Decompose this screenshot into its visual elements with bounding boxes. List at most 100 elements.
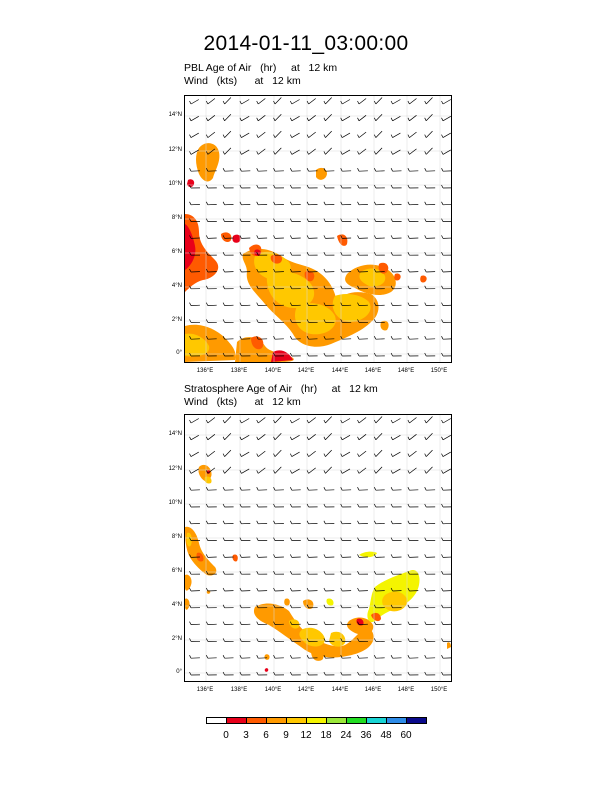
wind-barb-flag (273, 218, 276, 222)
wind-barb-flag (189, 470, 192, 474)
wind-barb (442, 115, 451, 122)
strat-lon-label-146e: 146°E (364, 687, 382, 693)
wind-barb-flag (306, 638, 309, 642)
wind-barb-flag (407, 218, 410, 222)
wind-barb-flag (357, 218, 360, 222)
wind-barb-flag (441, 571, 444, 575)
wind-barb-flag (441, 100, 444, 105)
wind-barb-flag (323, 604, 326, 608)
wind-barb (207, 434, 216, 441)
wind-barb-flag (340, 436, 343, 440)
wind-barb-flag (357, 201, 360, 205)
wind-barb (425, 97, 433, 105)
wind-barb-flag (373, 571, 377, 575)
wind-barb (342, 434, 351, 441)
wind-barb-flag (222, 352, 225, 357)
wind-barb-flag (390, 604, 393, 608)
wind-barb-flag (289, 100, 293, 105)
wind-barb (342, 115, 351, 122)
wind-barb-flag (273, 571, 276, 575)
wind-barb-flag (205, 201, 209, 205)
wind-barb-flag (306, 470, 309, 474)
wind-barb (241, 132, 250, 138)
wind-barb-flag (205, 268, 209, 273)
wind-barb-flag (306, 604, 309, 608)
wind-barb-flag (222, 319, 225, 323)
wind-barb-flag (205, 100, 209, 105)
wind-barb-flag (441, 487, 444, 491)
wind-barb-flag (256, 268, 259, 273)
wind-barb-flag (373, 235, 377, 239)
wind-barb-flag (256, 537, 259, 541)
wind-barb (409, 148, 417, 155)
wind-barb-flag (340, 537, 343, 541)
wind-barb-flag (222, 604, 225, 608)
wind-barb-flag (239, 554, 242, 558)
wind-barb-flag (390, 352, 393, 357)
wind-barb-flag (357, 604, 360, 608)
wind-barb-flag (441, 319, 444, 323)
wind-barb-flag (357, 571, 360, 575)
wind-barb-flag (357, 436, 360, 440)
wind-barb-flag (205, 520, 209, 524)
wind-barb (308, 467, 316, 474)
strat-lon-label-142e: 142°E (297, 687, 315, 693)
wind-barb-flag (256, 604, 259, 608)
wind-barb (257, 434, 266, 441)
wind-barb-flag (306, 621, 309, 625)
wind-barb-flag (323, 100, 326, 105)
wind-barb (409, 98, 417, 105)
wind-barb-flag (340, 117, 343, 121)
wind-barb-flag (273, 419, 276, 424)
wind-barb (291, 468, 300, 474)
wind-barb-flag (289, 503, 293, 508)
wind-barb-flag (441, 285, 444, 289)
wind-barb-flag (390, 655, 393, 659)
wind-barb-flag (424, 302, 427, 306)
wind-barb-flag (205, 285, 209, 289)
wind-barb-flag (239, 319, 242, 323)
wind-barb-flag (189, 571, 192, 575)
wind-barb (358, 434, 367, 441)
wind-barb-flag (407, 201, 410, 205)
wind-barb-flag (323, 319, 326, 323)
wind-barb-flag (357, 638, 360, 642)
wind-barb-flag (357, 671, 360, 676)
wind-barb-flag (441, 184, 444, 189)
wind-barb-flag (306, 201, 309, 205)
wind-barb-flag (357, 336, 360, 340)
wind-barb-flag (424, 151, 427, 155)
panel2-title-line2: Wind (kts) at 12 km (184, 396, 301, 408)
strat-lon-label-150e: 150°E (430, 687, 448, 693)
wind-barb-flag (205, 587, 209, 592)
wind-barb-flag (357, 470, 360, 474)
wind-barb-flag (340, 252, 343, 256)
wind-barb (190, 451, 199, 457)
strat-lat-label-8n: 8°N (171, 534, 182, 540)
wind-barb-flag (205, 453, 209, 457)
wind-barb (442, 434, 451, 441)
wind-barb-flag (373, 487, 377, 491)
wind-barb (425, 114, 433, 122)
wind-barb-flag (222, 554, 225, 558)
wind-barb-flag (239, 419, 242, 424)
wind-barb-flag (424, 621, 427, 625)
wind-barb-flag (256, 302, 259, 306)
strat-lon-label-144e: 144°E (331, 687, 349, 693)
wind-barb-flag (273, 336, 276, 340)
pbl-lat-label-10n: 10°N (168, 181, 182, 187)
wind-barb (358, 131, 367, 138)
wind-barb (409, 115, 417, 122)
pbl-age-map-panel: 14°N 12°N 10°N 8°N 6°N 4°N 2°N 0° 136°E … (169, 95, 452, 374)
wind-barb-flag (239, 336, 242, 340)
wind-barb-flag (205, 621, 209, 625)
wind-barb-flag (239, 436, 242, 440)
wind-barb-flag (306, 436, 309, 440)
wind-barb-flag (424, 587, 427, 592)
wind-barb-flag (357, 520, 360, 524)
wind-barb-flag (189, 520, 192, 524)
wind-barb (358, 115, 367, 122)
wind-barb-flag (189, 352, 192, 357)
wind-barb-flag (289, 419, 293, 424)
wind-barb (325, 130, 332, 138)
